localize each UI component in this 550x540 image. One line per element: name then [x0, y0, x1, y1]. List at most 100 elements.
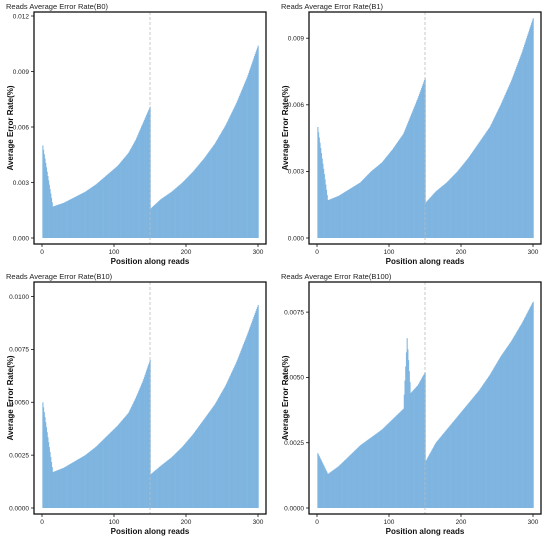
bar [480, 139, 482, 238]
bar [473, 396, 475, 508]
bar [370, 437, 372, 508]
bar [177, 450, 179, 508]
bar [239, 352, 241, 508]
bar [369, 172, 371, 238]
bar [382, 428, 384, 508]
bar [167, 460, 169, 508]
bar [43, 412, 45, 508]
bar [503, 96, 505, 238]
bar [526, 38, 528, 239]
bar [105, 176, 107, 238]
bar [98, 443, 100, 508]
bar [219, 395, 221, 508]
bar [182, 446, 184, 508]
bar [404, 130, 406, 238]
bar [390, 420, 392, 508]
bar [232, 369, 234, 508]
bar [338, 465, 341, 508]
bar [57, 470, 59, 508]
bar [423, 374, 425, 508]
bar [187, 440, 189, 508]
bar [464, 161, 467, 238]
bar [398, 139, 400, 238]
bar [379, 164, 381, 238]
bar [248, 72, 250, 238]
y-tick-label: 0.009 [13, 69, 30, 76]
bar [410, 392, 413, 508]
bar [352, 452, 354, 508]
bar [223, 127, 225, 238]
bar [431, 450, 433, 508]
bar [393, 147, 395, 238]
bar [317, 127, 319, 238]
bar [182, 181, 184, 238]
bar [64, 202, 66, 238]
bar [424, 372, 426, 508]
bar [384, 158, 386, 238]
bar [69, 199, 71, 238]
bar [458, 169, 460, 238]
bar [200, 424, 202, 508]
bar [256, 308, 258, 508]
bar [254, 314, 256, 508]
bar [505, 93, 507, 239]
bar [171, 191, 173, 238]
bar [135, 396, 138, 508]
bar [387, 424, 389, 508]
bar [115, 167, 117, 238]
bar [228, 379, 230, 508]
bar [444, 431, 446, 508]
bar [56, 470, 58, 508]
bar [508, 86, 510, 238]
bar [451, 177, 453, 238]
bar [338, 195, 340, 238]
bar [185, 178, 187, 238]
bar [480, 388, 482, 508]
bar [345, 191, 347, 238]
bar [241, 90, 243, 238]
bar [341, 463, 343, 508]
bar [449, 178, 451, 238]
bar [69, 464, 71, 508]
bar [66, 201, 68, 238]
bar [488, 129, 490, 238]
bar [214, 404, 216, 508]
bar [505, 349, 507, 508]
bar [115, 426, 117, 508]
bar [408, 119, 410, 238]
bar [241, 89, 243, 238]
bar [401, 135, 403, 238]
bar [490, 373, 492, 508]
bar [529, 29, 531, 238]
bar [493, 118, 495, 238]
bar [410, 114, 413, 238]
bar [184, 444, 186, 508]
x-tick-label: 300 [528, 249, 539, 256]
bar [65, 466, 67, 508]
bar [445, 430, 447, 508]
bar [170, 192, 172, 238]
bar [439, 438, 441, 508]
bar [503, 352, 505, 508]
bar [45, 427, 48, 508]
bar [155, 469, 157, 508]
bar [320, 460, 323, 508]
bar [433, 193, 435, 238]
bar [45, 167, 48, 238]
bar [408, 360, 410, 508]
bar [493, 119, 495, 238]
bar [513, 335, 515, 508]
bar [470, 400, 472, 508]
bar [436, 190, 438, 238]
bar [249, 326, 251, 508]
bar [133, 143, 135, 238]
chart-panel-b1: Reads Average Error Rate(B1) 0.000 0.003 0.… [275, 0, 550, 270]
bar [452, 421, 454, 508]
bar [159, 200, 161, 238]
bar [86, 190, 88, 238]
bar [397, 414, 399, 508]
bar [112, 169, 114, 238]
bar [532, 301, 534, 508]
bar [118, 164, 120, 238]
bar [475, 394, 477, 508]
